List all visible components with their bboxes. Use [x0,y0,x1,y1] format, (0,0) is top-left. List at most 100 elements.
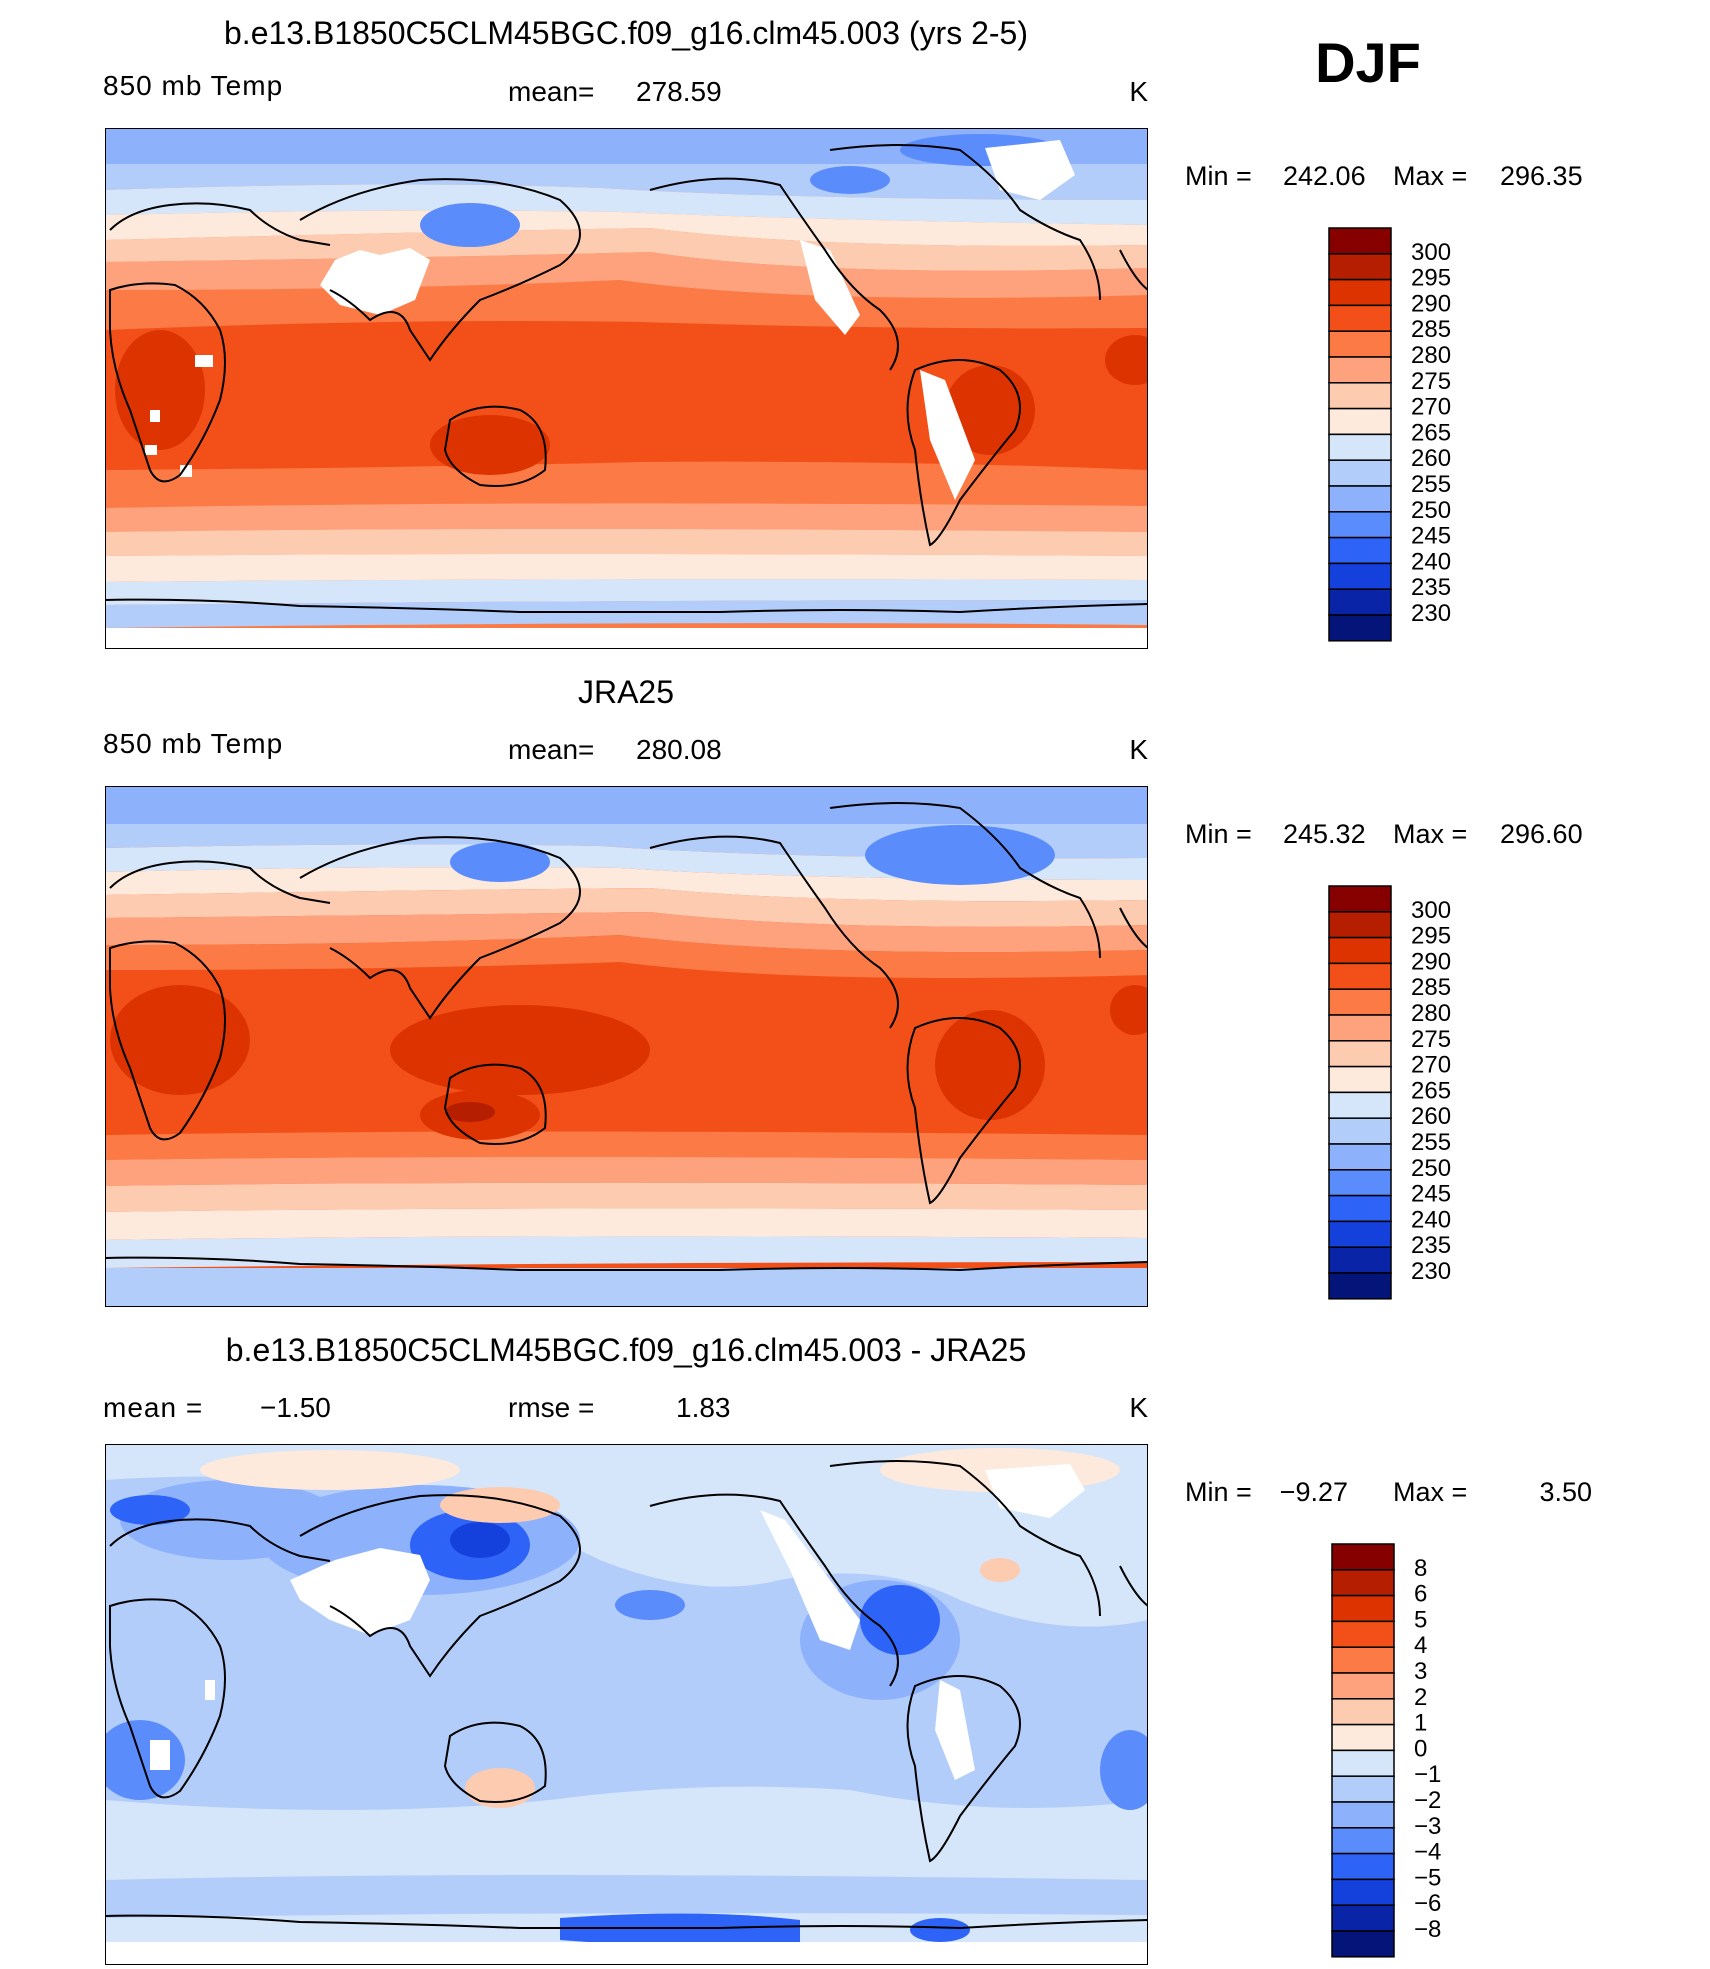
colorbar-label: 240 [1411,1206,1451,1233]
panel-model: b.e13.B1850C5CLM45BGC.f09_g16.clm45.003 … [103,15,1583,649]
colorbar-label: 295 [1411,265,1451,292]
colorbar-label: 240 [1411,548,1451,575]
colorbar-box [1328,962,1392,990]
colorbar-label: 280 [1411,1000,1451,1027]
colorbar-label: 3 [1414,1658,1427,1685]
panel-obs-title: JRA25 [578,674,674,710]
colorbar-box [1331,1569,1395,1597]
colorbar-label: −8 [1414,1916,1441,1943]
panel-diff-mean-label: mean = [103,1392,203,1423]
panel-obs: JRA25 850 mb Temp mean= 280.08 K [103,674,1583,1307]
panel-obs-mean-value: 280.08 [636,734,722,765]
panel-model-mean-label: mean= [508,76,594,107]
colorbar-box [1331,1620,1395,1648]
panel-diff-min-value: −9.27 [1280,1477,1348,1507]
panel-obs-colorbar: 3002952902852802752702652602552502452402… [1328,885,1451,1300]
colorbar-label: −2 [1414,1787,1441,1814]
colorbar-box [1331,1723,1395,1752]
colorbar-box [1331,1852,1395,1881]
colorbar-label: 250 [1411,1155,1451,1182]
colorbar-label: 300 [1411,897,1451,924]
colorbar-box [1328,459,1392,487]
panel-obs-max-value: 296.60 [1500,819,1583,849]
panel-model-units: K [1129,76,1148,107]
colorbar-label: 300 [1411,239,1451,266]
panel-model-max-value: 296.35 [1500,161,1583,191]
colorbar-box [1328,304,1392,332]
colorbar-label: 275 [1411,368,1451,395]
panel-diff-max-label: Max = [1393,1477,1467,1507]
colorbar-label: −4 [1414,1839,1441,1866]
colorbar-label: 270 [1411,1052,1451,1079]
panel-diff-map [105,1444,1148,1965]
colorbar-label: 230 [1411,600,1451,627]
colorbar-box [1328,407,1392,436]
colorbar-box [1331,1543,1395,1571]
colorbar-label: 235 [1411,1232,1451,1259]
panel-model-min-value: 242.06 [1283,161,1366,191]
colorbar-label: 255 [1411,471,1451,498]
panel-obs-map [105,786,1148,1307]
panel-model-variable: 850 mb Temp [103,70,283,101]
colorbar-label: 8 [1414,1555,1427,1582]
colorbar-label: −1 [1414,1761,1441,1788]
panel-model-min-label: Min = [1185,161,1252,191]
colorbar-label: 260 [1411,1103,1451,1130]
colorbar-box [1328,1272,1392,1300]
colorbar-box [1328,1014,1392,1042]
colorbar-box [1331,1646,1395,1674]
panel-obs-min-label: Min = [1185,819,1252,849]
colorbar-box [1331,1878,1395,1906]
colorbar-box [1331,1749,1395,1777]
colorbar-label: 275 [1411,1026,1451,1053]
colorbar-box [1328,1040,1392,1068]
panel-model-title: b.e13.B1850C5CLM45BGC.f09_g16.clm45.003 … [224,15,1028,51]
colorbar-box [1331,1672,1395,1700]
colorbar-label: 280 [1411,342,1451,369]
colorbar-box [1328,1194,1392,1223]
colorbar-box [1328,253,1392,281]
colorbar-box [1328,278,1392,307]
colorbar-label: 285 [1411,316,1451,343]
panel-obs-max-label: Max = [1393,819,1467,849]
season-label: DJF [1315,31,1421,94]
colorbar-box [1328,227,1392,255]
colorbar-label: 230 [1411,1258,1451,1285]
panel-obs-units: K [1129,734,1148,765]
colorbar-label: 235 [1411,574,1451,601]
colorbar-box [1331,1827,1395,1855]
panel-diff-rmse-label: rmse = [508,1392,594,1423]
colorbar-box [1328,511,1392,539]
colorbar-label: −6 [1414,1890,1441,1917]
colorbar-label: 0 [1414,1735,1427,1762]
colorbar-label: 285 [1411,974,1451,1001]
colorbar-box [1328,562,1392,590]
colorbar-label: −5 [1414,1864,1441,1891]
colorbar-label: 290 [1411,948,1451,975]
panel-model-map [105,128,1148,649]
colorbar-box [1328,988,1392,1016]
colorbar-box [1331,1904,1395,1932]
colorbar-box [1328,485,1392,513]
colorbar-label: 245 [1411,523,1451,550]
panel-obs-min-value: 245.32 [1283,819,1366,849]
panel-diff-mean-value: −1.50 [260,1392,331,1423]
colorbar-label: 295 [1411,923,1451,950]
colorbar-box [1328,936,1392,965]
panel-model-mean-value: 278.59 [636,76,722,107]
colorbar-label: 265 [1411,1077,1451,1104]
colorbar-box [1328,614,1392,642]
colorbar-box [1328,1246,1392,1274]
panel-obs-mean-label: mean= [508,734,594,765]
panel-diff-min-label: Min = [1185,1477,1252,1507]
colorbar-box [1328,1143,1392,1171]
colorbar-box [1328,1220,1392,1248]
colorbar-box [1328,382,1392,410]
panel-diff: b.e13.B1850C5CLM45BGC.f09_g16.clm45.003 … [103,1332,1592,1965]
panel-diff-units: K [1129,1392,1148,1423]
colorbar-box [1331,1594,1395,1623]
colorbar-label: 290 [1411,290,1451,317]
colorbar-box [1328,588,1392,616]
panel-diff-title: b.e13.B1850C5CLM45BGC.f09_g16.clm45.003 … [226,1332,1026,1368]
